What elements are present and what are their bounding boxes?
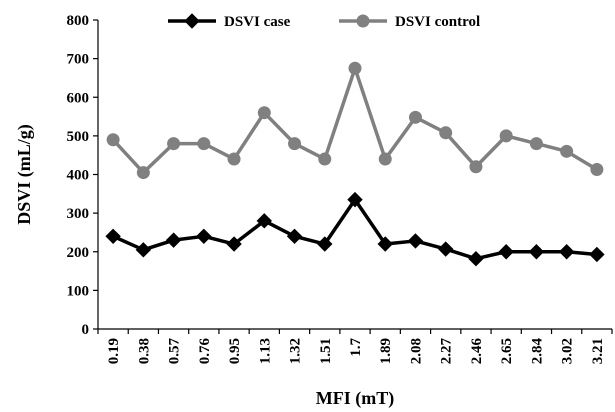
legend-label: DSVI case	[224, 14, 291, 30]
x-tick-label: 1.7	[348, 338, 364, 357]
data-point-dsvi-case	[105, 228, 121, 245]
x-axis-title: MFI (mT)	[316, 388, 394, 409]
series-dsvi-control	[106, 61, 604, 180]
x-tick-label: 0.38	[136, 338, 152, 364]
y-tick-label: 200	[67, 245, 90, 261]
data-point-dsvi-case	[256, 213, 273, 229]
data-point-dsvi-control	[439, 126, 453, 140]
data-point-dsvi-control	[529, 137, 543, 151]
y-tick-label: 500	[67, 129, 90, 145]
data-point-dsvi-control	[136, 166, 150, 180]
legend-swatch-marker	[184, 13, 200, 29]
data-point-dsvi-case	[407, 233, 424, 249]
x-tick-label: 2.65	[499, 338, 515, 364]
x-tick-label: 3.02	[560, 338, 576, 364]
data-point-dsvi-case	[377, 236, 393, 252]
series-layer	[105, 61, 605, 267]
x-tick-label: 1.13	[257, 338, 273, 364]
data-point-dsvi-control	[348, 61, 362, 75]
data-point-dsvi-control	[106, 133, 120, 147]
y-axis-title: DSVI (mL/g)	[14, 124, 35, 225]
x-tick-label: 2.27	[439, 338, 455, 365]
data-point-dsvi-case	[226, 236, 242, 252]
x-axis: 0.19 0.38 0.57 0.76 0.95 1.13 1.32 1.51 1.7 1.89 2…	[97, 328, 613, 365]
x-tick-label: 0.57	[167, 338, 183, 365]
x-tick-label: 2.08	[408, 338, 424, 364]
data-point-dsvi-case	[317, 236, 333, 252]
x-tick-label: 3.21	[590, 338, 606, 364]
data-point-dsvi-case	[558, 244, 575, 260]
data-point-dsvi-control	[560, 144, 574, 158]
y-axis: 0 100 200 300 400 500 600 700 800	[67, 13, 99, 338]
data-point-dsvi-control	[167, 137, 181, 151]
y-tick-label: 600	[67, 90, 90, 106]
data-point-dsvi-case	[135, 242, 152, 258]
legend-label: DSVI control	[395, 14, 480, 30]
data-point-dsvi-case	[437, 241, 454, 257]
y-tick-label: 700	[67, 52, 90, 68]
legend: DSVI case DSVI control	[168, 13, 480, 30]
x-tick-label: 0.76	[197, 338, 213, 365]
data-point-dsvi-control	[288, 137, 302, 151]
x-tick-label: 0.95	[227, 338, 243, 364]
data-point-dsvi-control	[378, 152, 392, 166]
data-point-dsvi-control	[499, 129, 513, 143]
data-point-dsvi-control	[408, 110, 422, 124]
series-dsvi-case	[105, 191, 605, 267]
data-point-dsvi-control	[318, 152, 332, 166]
data-point-dsvi-case	[165, 232, 182, 248]
data-point-dsvi-control	[257, 106, 271, 120]
x-tick-label: 2.84	[529, 338, 545, 365]
y-tick-label: 400	[67, 168, 90, 184]
data-point-dsvi-control	[469, 160, 483, 174]
y-tick-label: 100	[67, 283, 90, 299]
data-point-dsvi-case	[196, 228, 212, 245]
x-tick-label: 1.51	[318, 338, 334, 364]
x-tick-label: 1.89	[378, 338, 394, 364]
legend-item-dsvi-control: DSVI control	[339, 14, 480, 30]
x-tick-label: 1.32	[288, 338, 304, 364]
x-tick-label: 0.19	[106, 338, 122, 364]
data-point-dsvi-case	[528, 244, 545, 260]
series-line-dsvi-control	[111, 66, 598, 175]
data-point-dsvi-control	[197, 137, 211, 151]
data-point-dsvi-case	[589, 246, 605, 263]
series-line-dsvi-case	[112, 197, 598, 261]
x-tick-label: 2.46	[469, 338, 485, 365]
y-tick-label: 0	[82, 322, 90, 338]
data-point-dsvi-case	[468, 250, 484, 267]
legend-swatch-marker	[356, 14, 370, 28]
y-tick-label: 800	[67, 13, 90, 29]
data-point-dsvi-control	[227, 152, 241, 166]
legend-item-dsvi-case: DSVI case	[168, 13, 291, 30]
data-point-dsvi-case	[286, 228, 303, 245]
y-tick-label: 300	[67, 206, 90, 222]
data-point-dsvi-case	[498, 244, 514, 260]
data-point-dsvi-case	[347, 191, 363, 208]
data-point-dsvi-control	[590, 162, 604, 176]
